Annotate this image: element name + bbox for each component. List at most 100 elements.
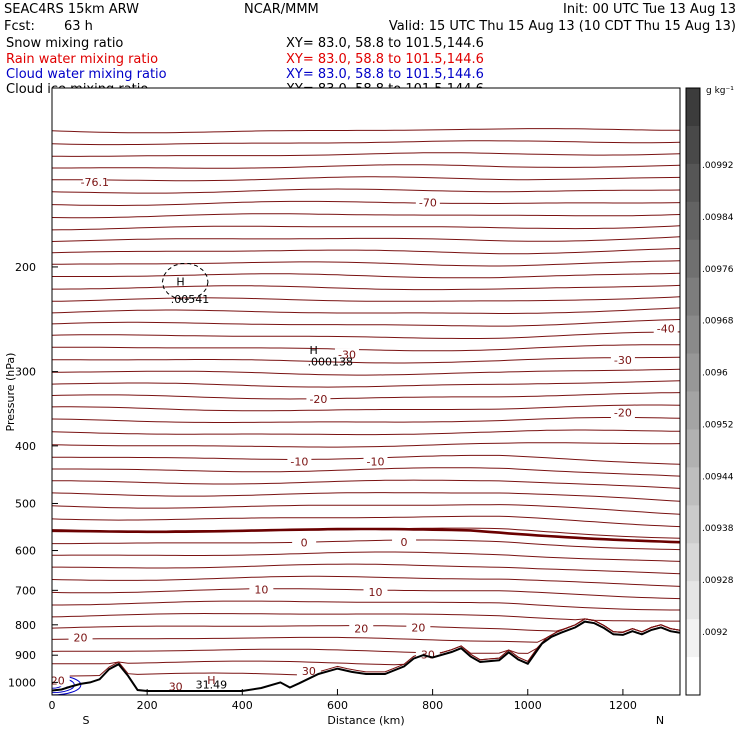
contour-label-bg-13 xyxy=(349,622,374,635)
extrema-label-5: 31.49 xyxy=(196,679,228,692)
y-tick-label-3: 500 xyxy=(15,497,36,510)
isotherm-line-36 xyxy=(52,563,680,575)
isotherm-line-37 xyxy=(52,575,680,587)
isotherm-line-17 xyxy=(52,331,680,339)
cloud-ice-ring xyxy=(161,263,209,300)
isotherm-line-8 xyxy=(52,225,680,231)
isotherm-line-35 xyxy=(52,551,680,562)
contour-label-bg-12 xyxy=(363,585,388,598)
isotherm-line-31 xyxy=(52,504,680,515)
colorbar-label-2: .00976 xyxy=(702,265,734,275)
y-tick-label-0: 200 xyxy=(15,261,36,274)
contour-label-7: -10 xyxy=(290,455,308,468)
isotherm-line-9 xyxy=(52,236,680,242)
contour-label-4: -30 xyxy=(614,354,632,367)
isotherm-line-40 xyxy=(52,612,680,622)
contour-label-bg-14 xyxy=(406,621,431,634)
x-tick-label-4: 800 xyxy=(422,699,443,712)
y-tick-label-2: 400 xyxy=(15,440,36,453)
x-axis: 0 200 400 600 800 1000 1200 xyxy=(49,689,637,712)
colorbar-cell-14 xyxy=(686,619,700,658)
contour-label-bg-11 xyxy=(249,583,274,596)
isotherm-line-39 xyxy=(52,600,680,611)
field-name-rain: Rain water mixing ratio xyxy=(6,52,158,67)
north-end-label: N xyxy=(656,714,664,727)
y-tick-label-5: 700 xyxy=(15,584,36,597)
contour-label-bg-16 xyxy=(52,674,70,687)
colorbar-cell-8 xyxy=(686,391,700,430)
extrema-label-3: .000138 xyxy=(308,356,354,369)
contour-label-bg-7 xyxy=(287,455,312,468)
colorbar-cell-12 xyxy=(686,543,700,582)
field-xy-rain: XY= 83.0, 58.8 to 101.5,144.6 xyxy=(286,52,484,67)
y-tick-label-7: 900 xyxy=(15,649,36,662)
isotherm-line-26 xyxy=(52,442,680,448)
isotherm-line-14 xyxy=(52,296,680,302)
cloud-ice-contour xyxy=(161,263,209,300)
contour-label-bg-0 xyxy=(82,175,107,188)
contour-label-bg-5 xyxy=(306,392,331,405)
colorbar-cell-10 xyxy=(686,467,700,506)
forecast-hours: 63 h xyxy=(64,19,93,34)
field-xy-cloud-water: XY= 83.0, 58.8 to 101.5,144.6 xyxy=(286,67,484,82)
isotherm-line-28 xyxy=(52,467,680,477)
colorbar-frame xyxy=(685,87,701,696)
colorbar-cell-11 xyxy=(686,505,700,544)
contour-label-18: 30 xyxy=(302,665,316,678)
colorbar-cell-13 xyxy=(686,581,700,620)
isotherm-line-23 xyxy=(52,404,680,412)
contour-label-bg-10 xyxy=(392,536,417,549)
x-tick-label-6: 1200 xyxy=(609,699,637,712)
isotherm-line-5 xyxy=(52,188,680,194)
x-tick-label-2: 400 xyxy=(232,699,253,712)
isotherm-line-29 xyxy=(52,479,680,489)
contour-label-2: -40 xyxy=(657,323,675,336)
contour-label-16: 20 xyxy=(51,674,65,687)
org-label: NCAR/MMM xyxy=(244,2,319,17)
contour-label-0: -76.1 xyxy=(81,176,109,189)
colorbar-label-7: .00938 xyxy=(702,524,734,534)
isotherm-line-24 xyxy=(52,417,680,423)
colorbar-label-0: .00992 xyxy=(702,161,734,171)
terrain-profile xyxy=(52,620,680,692)
colorbar-cell-0 xyxy=(686,88,700,127)
isotherm-line-1 xyxy=(52,140,680,146)
field-xy-snow: XY= 83.0, 58.8 to 101.5,144.6 xyxy=(286,36,484,51)
x-tick-label-0: 0 xyxy=(49,699,56,712)
colorbar: .00992 .00984 .00976 .00968 .0096 .00952 .0094… xyxy=(685,87,734,696)
field-name-snow: Snow mixing ratio xyxy=(6,36,123,51)
extrema-label-0: H xyxy=(176,276,184,289)
contour-label-bg-18 xyxy=(296,665,321,678)
cloud-water-ring-3 xyxy=(52,674,82,695)
isotherm-line-18 xyxy=(52,344,680,352)
isotherm-line-7 xyxy=(52,213,680,219)
y-tick-label-1: 300 xyxy=(15,366,36,379)
isotherm-line-15 xyxy=(52,307,680,314)
contour-label-11: 10 xyxy=(254,583,268,596)
y-axis-label: Pressure (hPa) xyxy=(4,353,17,432)
isotherm-line-4 xyxy=(52,176,680,182)
isotherm-line-0 xyxy=(52,128,680,134)
extrema-label-2: H xyxy=(310,344,318,357)
terrain-line xyxy=(52,620,680,692)
isotherm-line-12 xyxy=(52,272,680,279)
contour-label-13: 20 xyxy=(354,623,368,636)
x-tick-label-3: 600 xyxy=(327,699,348,712)
field-name-cloud-water: Cloud water mixing ratio xyxy=(6,67,167,82)
colorbar-cell-5 xyxy=(686,277,700,317)
y-tick-label-8: 1000 xyxy=(8,676,36,689)
isotherm-line-10 xyxy=(52,248,680,255)
colorbar-unit: g kg⁻¹ xyxy=(706,86,734,96)
colorbar-label-8: .00928 xyxy=(702,576,734,586)
colorbar-label-4: .0096 xyxy=(702,369,728,379)
isotherm-line-32 xyxy=(52,515,680,528)
isotherm-line-34 xyxy=(52,539,680,551)
contour-label-15: 20 xyxy=(74,632,88,645)
freezing-level-line xyxy=(52,527,680,544)
extrema-label-4: H xyxy=(207,674,215,687)
init-time: Init: 00 UTC Tue 13 Aug 13 xyxy=(563,2,736,17)
isotherm-line-6 xyxy=(52,200,680,207)
south-end-label: S xyxy=(83,714,90,727)
forecast-label: Fcst: xyxy=(4,19,35,34)
isotherm-line-3 xyxy=(52,164,680,169)
